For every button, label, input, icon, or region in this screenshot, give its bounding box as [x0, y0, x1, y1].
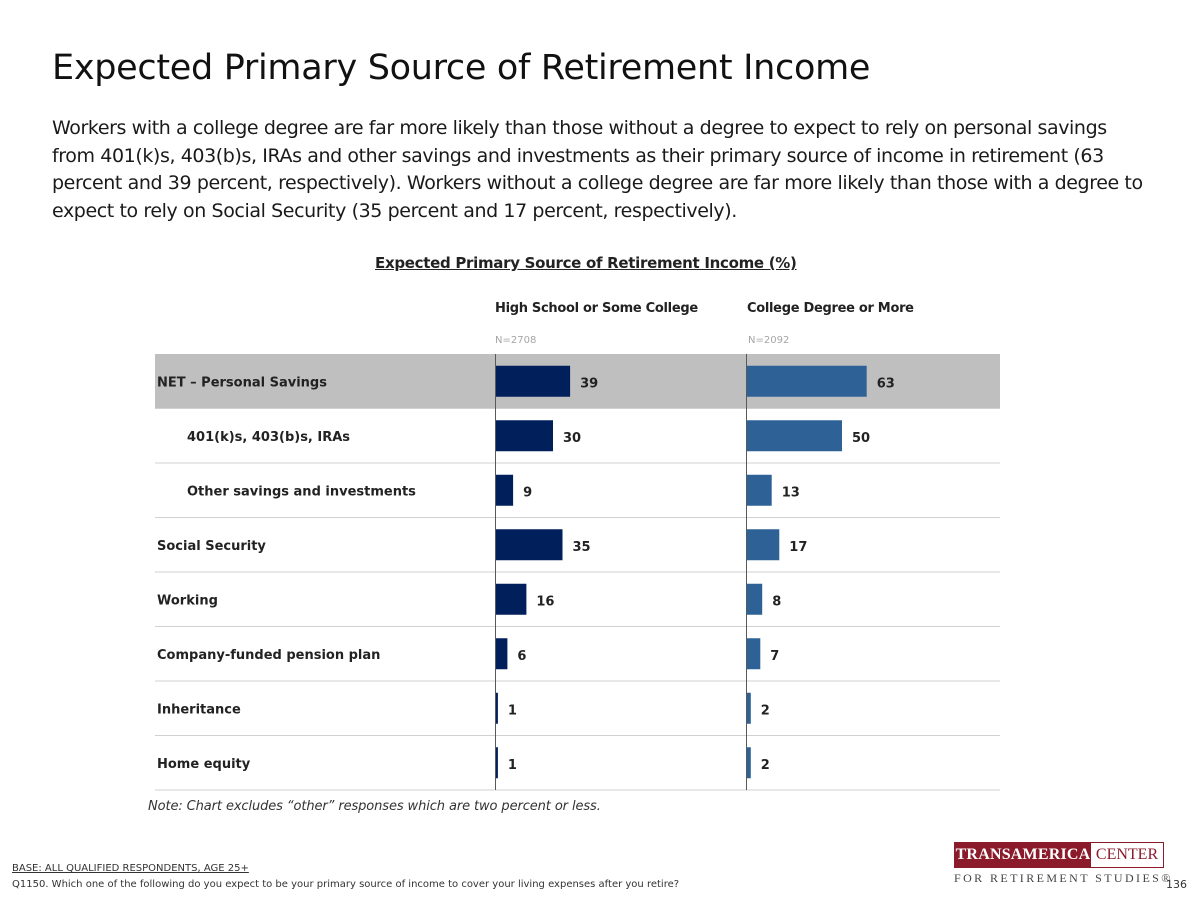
bar — [747, 529, 780, 561]
logo-transamerica-text: TRANSAMERICA — [955, 843, 1091, 867]
question-footnote: Q1150. Which one of the following do you… — [12, 879, 680, 890]
data-label: 16 — [536, 594, 554, 609]
data-label: 9 — [523, 485, 532, 500]
series-1-header: High School or Some College — [495, 301, 698, 316]
base-footnote: BASE: ALL QUALIFIED RESPONDENTS, AGE 25+ — [12, 863, 249, 874]
logo-subtitle: FOR RETIREMENT STUDIES® — [954, 871, 1173, 885]
bar — [747, 747, 751, 779]
bar — [747, 474, 772, 506]
bar — [496, 420, 553, 452]
category-label: Home equity — [157, 757, 251, 772]
data-label: 1 — [508, 758, 517, 773]
bar — [747, 692, 751, 724]
bar — [496, 529, 563, 561]
bar — [747, 638, 761, 670]
category-label: Company-funded pension plan — [157, 648, 380, 663]
series-2-header: College Degree or More — [747, 301, 914, 316]
category-label: 401(k)s, 403(b)s, IRAs — [187, 430, 350, 445]
data-label: 2 — [761, 703, 770, 718]
bar — [496, 583, 527, 615]
bar — [496, 365, 571, 397]
data-label: 13 — [782, 485, 800, 500]
category-label: Inheritance — [157, 702, 241, 717]
chart-title: Expected Primary Source of Retirement In… — [375, 254, 797, 272]
category-label: Working — [157, 593, 218, 608]
page-title: Expected Primary Source of Retirement In… — [52, 48, 871, 88]
bar — [747, 583, 763, 615]
data-label: 50 — [852, 431, 870, 446]
bar — [496, 474, 514, 506]
chart-note: Note: Chart excludes “other” responses w… — [148, 799, 601, 814]
data-label: 2 — [761, 758, 770, 773]
bar — [496, 638, 508, 670]
bar — [496, 747, 498, 779]
data-label: 63 — [877, 376, 895, 391]
data-label: 39 — [580, 376, 598, 391]
category-label: NET – Personal Savings — [157, 375, 327, 390]
data-label: 1 — [508, 703, 517, 718]
series-1-sample-size: N=2708 — [495, 335, 537, 346]
data-label: 30 — [563, 431, 581, 446]
bar — [496, 692, 498, 724]
bar — [747, 420, 842, 452]
page-number: 136 — [1166, 878, 1187, 891]
data-label: 17 — [789, 540, 807, 555]
data-label: 6 — [517, 649, 526, 664]
series-2-sample-size: N=2092 — [748, 335, 790, 346]
data-label: 8 — [772, 594, 781, 609]
data-label: 35 — [573, 540, 591, 555]
transamerica-logo: TRANSAMERICA CENTER FOR RETIREMENT STUDI… — [954, 842, 1173, 886]
bar — [747, 365, 867, 397]
category-label: Other savings and investments — [187, 484, 416, 499]
summary-text: Workers with a college degree are far mo… — [52, 117, 1143, 222]
category-label: Social Security — [157, 539, 266, 554]
data-label: 7 — [770, 649, 779, 664]
logo-center-text: CENTER — [1091, 843, 1163, 867]
